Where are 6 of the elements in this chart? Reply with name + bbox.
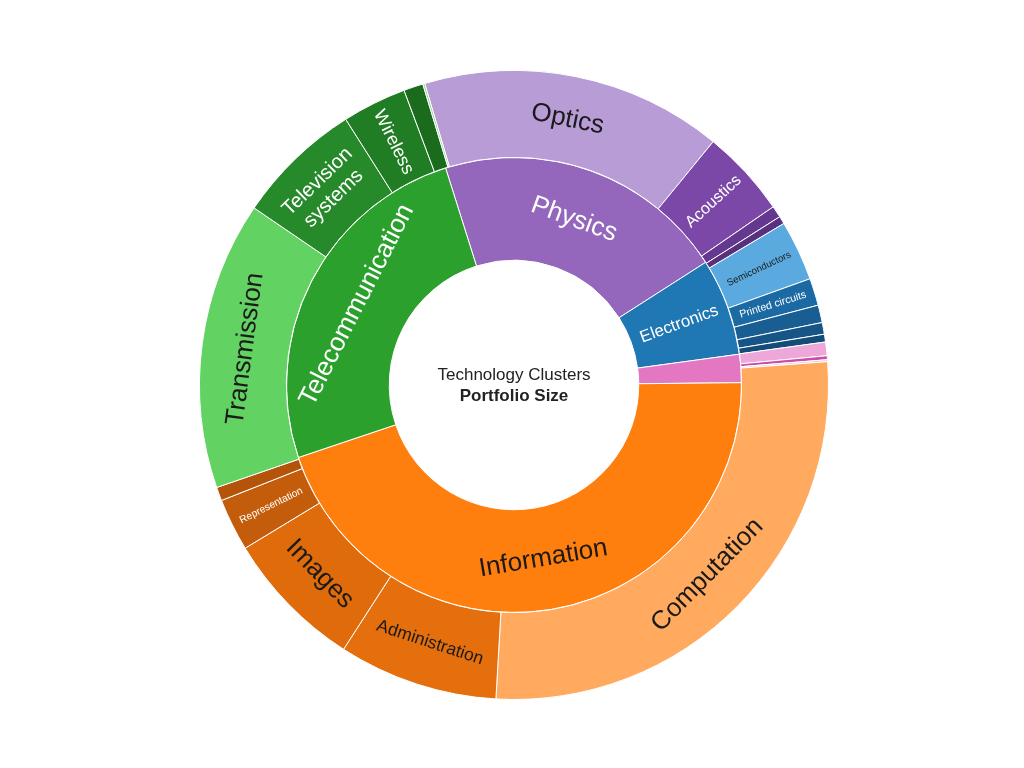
slice-label: Optics [528, 95, 608, 140]
slice-label: Information [476, 531, 610, 583]
slice-label: Transmission [218, 270, 269, 427]
slice-label: Printed circuits [737, 287, 808, 320]
text: Portfolio Size [459, 385, 569, 405]
text: Technology Clusters [437, 364, 591, 384]
